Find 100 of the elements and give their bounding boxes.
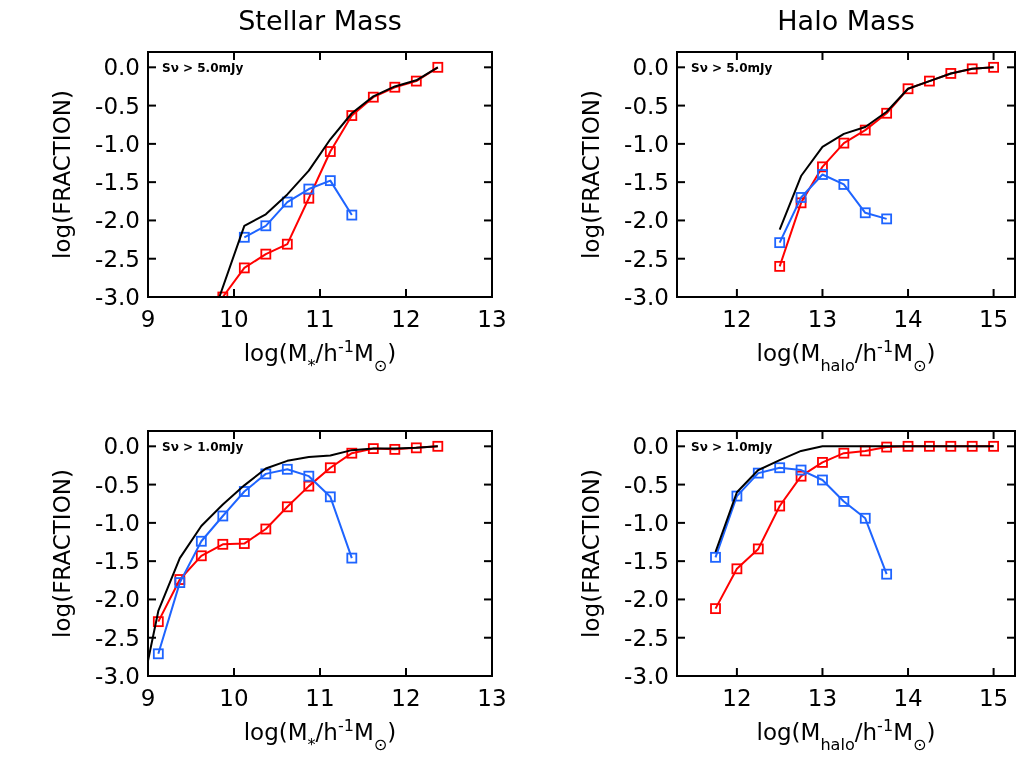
point [945, 440, 957, 452]
y-tick-label: -3.0 [95, 284, 140, 311]
y-tick-label: -2.0 [95, 586, 140, 613]
point [195, 535, 207, 547]
x-tick-label: 11 [305, 685, 335, 711]
point [881, 107, 893, 119]
point [774, 237, 786, 249]
point [303, 470, 315, 482]
point [432, 440, 444, 452]
y-tick-label: 0.0 [103, 54, 140, 81]
point [817, 169, 828, 180]
point [838, 496, 850, 507]
point [303, 480, 315, 492]
x-tick-label: 15 [978, 685, 1009, 711]
point [988, 440, 1000, 452]
point [324, 146, 336, 157]
point [902, 440, 914, 452]
point [710, 603, 721, 615]
y-tick-label: -1.0 [95, 509, 140, 536]
point [324, 462, 336, 474]
y-tick-label: -1.5 [624, 548, 669, 575]
point [152, 648, 164, 660]
x-tick-label: 12 [391, 306, 421, 332]
y-tick-label: -2.5 [95, 624, 140, 651]
point [346, 447, 358, 459]
y-tick-label: -2.5 [95, 245, 140, 272]
point [859, 124, 871, 136]
y-tick-label: -1.5 [624, 169, 669, 196]
point [838, 447, 850, 459]
y-axis-title: log(FRACTION) [49, 90, 75, 259]
x-tick-label: 13 [807, 306, 838, 332]
point [217, 538, 229, 550]
x-tick-label: 14 [893, 685, 923, 711]
y-axis-title: log(FRACTION) [578, 469, 604, 638]
x-tick-label: 9 [140, 685, 156, 711]
x-axis-title: log(M$_{halo}$/h$^{-1}$M$_{⊙}$) [756, 336, 936, 375]
point [303, 192, 315, 204]
x-tick-label: 12 [391, 685, 421, 711]
point [346, 552, 358, 564]
point [410, 75, 422, 87]
point [774, 260, 786, 272]
y-tick-label: -1.5 [95, 548, 140, 575]
point [988, 61, 1000, 73]
point [752, 543, 764, 555]
point [324, 491, 336, 503]
point [731, 563, 743, 575]
point [795, 464, 807, 476]
point [817, 474, 828, 486]
y-tick-label: 0.0 [632, 54, 669, 81]
point [795, 470, 807, 482]
y-tick-label: 0.0 [103, 433, 140, 460]
y-tick-label: -1.0 [624, 130, 669, 157]
point [774, 462, 786, 474]
annotation: Sν > 1.0mJy [162, 440, 244, 454]
point [238, 231, 250, 243]
x-axis-title: log(M$_{halo}$/h$^{-1}$M$_{⊙}$) [756, 715, 936, 754]
x-axis-title: log(M$_{*}$/h$^{-1}$M$_{⊙}$) [243, 336, 397, 375]
point [838, 137, 850, 149]
point [795, 192, 807, 203]
point [303, 183, 315, 195]
x-tick-label: 11 [305, 306, 335, 332]
point [410, 442, 422, 454]
point [367, 443, 379, 455]
point [367, 91, 379, 103]
point [281, 238, 293, 250]
annotation: Sν > 5.0mJy [691, 61, 773, 75]
chart-title: Stellar Mass [238, 5, 402, 36]
point [260, 248, 272, 260]
y-tick-label: -3.0 [95, 663, 140, 690]
point [859, 445, 871, 457]
x-tick-label: 10 [219, 306, 249, 332]
point [710, 551, 721, 563]
y-tick-label: -2.0 [624, 586, 669, 613]
annotation: Sν > 1.0mJy [691, 440, 773, 454]
point [966, 440, 978, 452]
point [795, 197, 807, 209]
y-tick-label: -2.5 [624, 624, 669, 651]
x-tick-label: 15 [978, 306, 1009, 332]
point [752, 467, 764, 479]
point [859, 207, 871, 219]
point [881, 441, 893, 453]
y-tick-label: -2.0 [624, 207, 669, 234]
point [881, 213, 893, 225]
point [731, 490, 743, 502]
point [281, 501, 293, 513]
point [346, 110, 358, 121]
x-tick-label: 12 [722, 306, 752, 332]
point [152, 616, 164, 628]
point [260, 523, 272, 535]
point [346, 209, 358, 221]
x-tick-label: 14 [893, 306, 923, 332]
y-tick-label: -2.0 [95, 207, 140, 234]
point [281, 196, 293, 208]
point [838, 179, 850, 190]
point [945, 68, 957, 79]
chart-title: Halo Mass [777, 5, 915, 36]
point [260, 468, 272, 480]
point [817, 161, 828, 173]
y-tick-label: -2.5 [624, 245, 669, 272]
point [774, 500, 786, 512]
